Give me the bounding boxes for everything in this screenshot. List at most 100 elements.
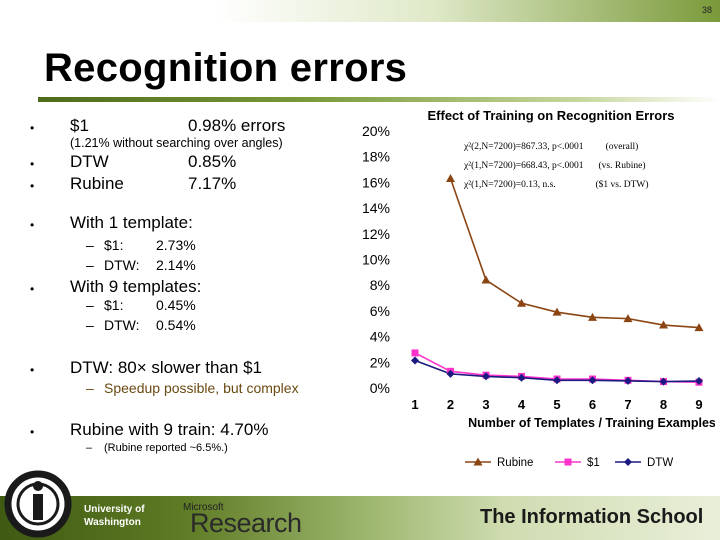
bullet-5-sub-2-label: DTW: <box>104 317 140 333</box>
data-point-diamond <box>517 373 526 382</box>
bullet-4-sub-1-label: $1: <box>104 237 124 253</box>
title-divider <box>38 97 720 102</box>
legend-label: Rubine <box>497 457 533 469</box>
legend-marker-diamond <box>624 458 632 466</box>
y-tick-label: 10% <box>362 252 390 268</box>
series-line-triangle <box>449 178 700 329</box>
bullet-7-label: Rubine with 9 train: 4.70% <box>70 420 269 439</box>
dash-marker: – <box>86 257 94 273</box>
data-point-diamond <box>482 372 490 381</box>
data-point-triangle <box>659 320 668 329</box>
dash-marker: – <box>86 317 94 333</box>
bullet-5-sub-2-value: 0.54% <box>156 317 196 333</box>
bullet-marker: • <box>30 157 35 171</box>
bullet-6-sub-1: Speedup possible, but complex <box>104 380 299 396</box>
bullet-6-label: DTW: 80× slower than $1 <box>70 358 262 377</box>
dash-marker: – <box>86 237 94 253</box>
bullet-marker: • <box>30 121 35 135</box>
uw-logo-icon <box>4 470 72 538</box>
y-tick-label: 0% <box>370 380 390 396</box>
x-tick-label: 6 <box>589 397 596 412</box>
data-point-diamond <box>446 369 455 378</box>
slide-title: Recognition errors <box>44 46 408 90</box>
bullet-4-label: With 1 template: <box>70 213 193 232</box>
legend-label: DTW <box>647 457 673 469</box>
bullet-marker: • <box>30 218 35 232</box>
x-tick-label: 5 <box>553 397 560 412</box>
bullet-7-sub-1: (Rubine reported ~6.5%.) <box>104 442 228 454</box>
uw-line-2: Washington <box>84 517 141 528</box>
data-point-diamond <box>411 356 419 365</box>
bullet-2-label: DTW <box>70 152 109 171</box>
x-tick-label: 1 <box>411 397 418 412</box>
data-point-diamond <box>624 376 632 385</box>
recognition-error-chart: Effect of Training on Recognition Errors… <box>362 108 715 469</box>
top-gradient-bar <box>0 0 720 22</box>
stat-annotation: χ²(1,N=7200)=0.13, n.s. <box>463 179 556 190</box>
microsoft-text: Microsoft <box>183 502 224 513</box>
data-point-triangle <box>552 307 562 316</box>
x-tick-label: 3 <box>482 397 489 412</box>
bullet-5-label: With 9 templates: <box>70 277 202 296</box>
slide-number: 38 <box>701 5 712 15</box>
data-point-triangle <box>694 323 704 332</box>
dash-marker: – <box>86 442 93 454</box>
data-point-diamond <box>588 376 597 385</box>
data-point-square <box>411 349 419 357</box>
bullet-1-note: (1.21% without searching over angles) <box>70 136 283 150</box>
bullet-4-sub-2-label: DTW: <box>104 257 140 273</box>
bullet-3-value: 7.17% <box>188 174 237 193</box>
bullet-marker: • <box>30 363 35 377</box>
legend-marker-triangle <box>473 457 483 466</box>
stat-annotation-note: ($1 vs. DTW) <box>595 179 648 190</box>
bullet-marker: • <box>30 282 35 296</box>
dash-marker: – <box>86 380 94 396</box>
footer-band <box>0 496 720 540</box>
y-tick-label: 12% <box>362 226 390 242</box>
research-text: Research <box>190 508 302 538</box>
uw-wordmark: University of Washington <box>84 503 145 529</box>
bullet-1-value: 0.98% errors <box>188 116 286 135</box>
bullet-marker: • <box>30 179 35 193</box>
bullet-4-sub-2-value: 2.14% <box>156 257 196 273</box>
stat-annotation-note: (overall) <box>606 141 639 152</box>
data-point-triangle <box>588 312 597 321</box>
data-point-triangle <box>517 298 526 307</box>
x-tick-label: 2 <box>447 397 454 412</box>
y-tick-label: 14% <box>362 200 390 216</box>
bullet-marker: • <box>30 425 35 439</box>
x-tick-label: 8 <box>660 397 667 412</box>
stat-annotation: χ²(2,N=7200)=867.33, p<.0001 <box>463 141 584 152</box>
legend-marker-square <box>564 458 572 466</box>
y-tick-label: 20% <box>362 123 390 139</box>
y-tick-label: 6% <box>370 303 390 319</box>
bullet-5-sub-1-label: $1: <box>104 297 124 313</box>
legend-label: $1 <box>587 457 600 469</box>
stat-annotation: χ²(1,N=7200)=668.43, p<.0001 <box>463 160 584 171</box>
bullet-4-sub-1-value: 2.73% <box>156 237 196 253</box>
y-tick-label: 16% <box>362 174 390 190</box>
x-axis-label: Number of Templates / Training Examples <box>468 416 715 430</box>
y-tick-label: 18% <box>362 149 390 165</box>
data-point-diamond <box>695 377 703 386</box>
uw-line-1: University of <box>84 504 145 515</box>
x-tick-label: 9 <box>695 397 702 412</box>
data-point-diamond <box>659 377 668 386</box>
y-tick-label: 4% <box>370 329 390 345</box>
data-point-triangle <box>446 174 455 183</box>
dash-marker: – <box>86 297 94 313</box>
bullet-2-value: 0.85% <box>188 152 237 171</box>
y-tick-label: 8% <box>370 277 390 293</box>
bullet-5-sub-1-value: 0.45% <box>156 297 196 313</box>
bullet-3-label: Rubine <box>70 174 124 193</box>
x-tick-label: 4 <box>518 397 526 412</box>
data-point-triangle <box>481 275 491 284</box>
y-tick-label: 2% <box>370 354 390 370</box>
x-tick-label: 7 <box>624 397 631 412</box>
data-point-diamond <box>553 376 561 385</box>
chart-title: Effect of Training on Recognition Errors <box>427 108 674 123</box>
bullet-1-label: $1 <box>70 116 89 135</box>
information-school-text: The Information School <box>480 506 704 528</box>
stat-annotation-note: (vs. Rubine) <box>599 160 646 171</box>
data-point-triangle <box>623 314 633 323</box>
